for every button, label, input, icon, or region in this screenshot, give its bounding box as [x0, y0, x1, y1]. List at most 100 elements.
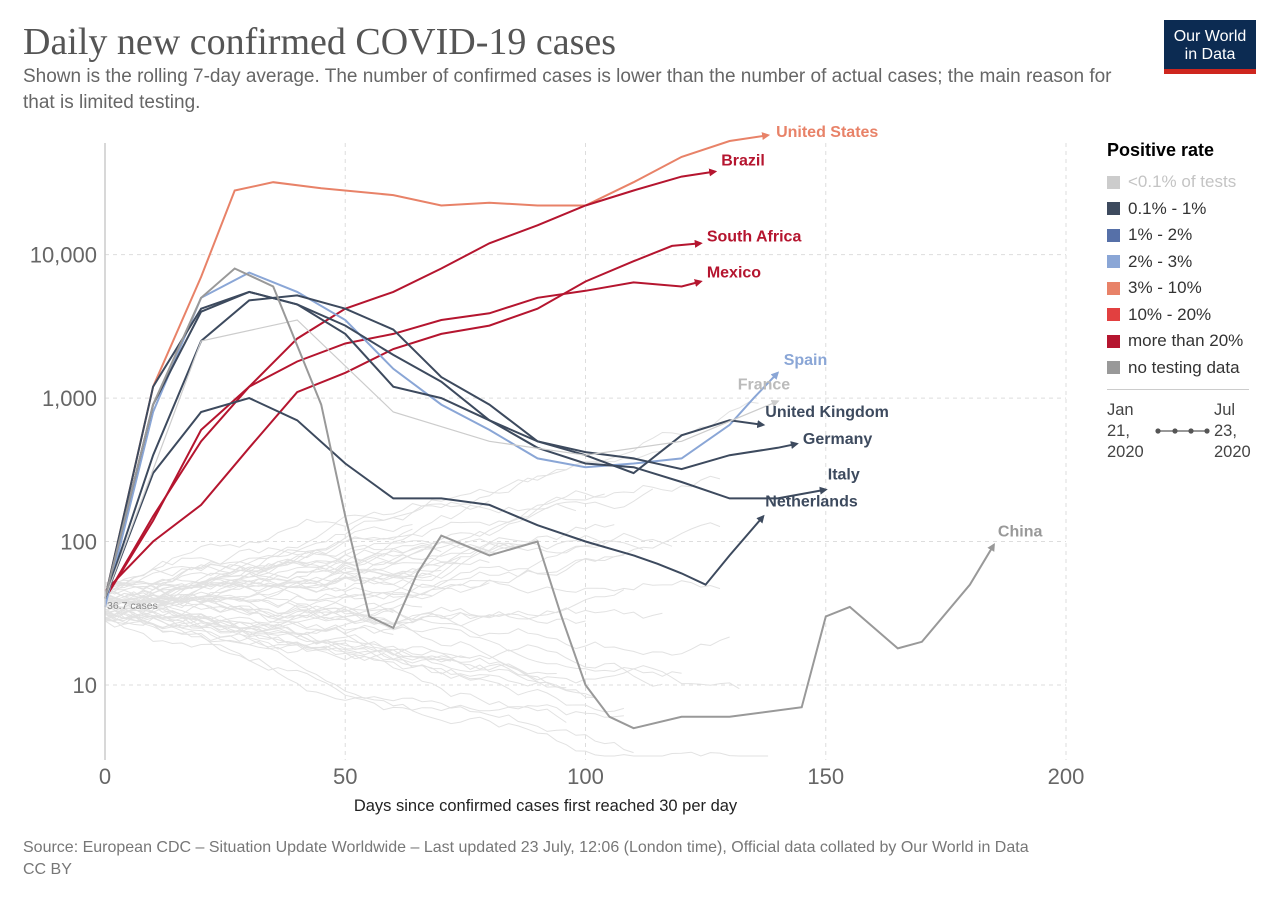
source-note: Source: European CDC – Situation Update … [23, 837, 1029, 881]
x-tick-label: 200 [1048, 764, 1085, 789]
legend-label: 0.1% - 1% [1128, 198, 1207, 218]
background-line [104, 503, 577, 585]
background-line [104, 561, 461, 615]
legend-item[interactable]: 2% - 3% [1107, 249, 1272, 276]
legend-swatch [1107, 255, 1120, 269]
y-tick-label: 10 [73, 673, 97, 698]
owid-logo[interactable]: Our World in Data [1164, 20, 1256, 74]
series-labels: 36.7 cases United States Brazil South Afric… [107, 124, 1042, 612]
series-line-south-africa [104, 239, 703, 592]
time-track-icon[interactable] [1155, 424, 1211, 438]
line-chart[interactable]: 10 100 1,000 10,000 0 50 100 150 200 Days since c… [0, 0, 1100, 835]
legend-swatch [1107, 361, 1120, 375]
page-title: Daily new confirmed COVID-19 cases [23, 21, 617, 63]
legend-divider [1107, 389, 1249, 390]
logo-line-2: in Data [1184, 46, 1236, 63]
legend-label: <0.1% of tests [1128, 172, 1237, 192]
legend-item[interactable]: more than 20% [1107, 328, 1272, 355]
y-tick-label: 10,000 [30, 243, 97, 268]
series-label-spain: Spain [784, 352, 828, 369]
legend-item[interactable]: <0.1% of tests [1107, 169, 1272, 196]
series-line-italy [104, 290, 828, 599]
x-tick-label: 150 [807, 764, 844, 789]
series-label-united-kingdom: United Kingdom [765, 404, 889, 421]
time-end-month: Jul [1214, 401, 1236, 419]
x-tick-label: 50 [333, 764, 357, 789]
time-end-year: 2020 [1214, 443, 1251, 461]
logo-accent-bar [1164, 69, 1256, 74]
background-line [104, 599, 740, 690]
series-label-france: France [738, 376, 791, 393]
legend-label: 1% - 2% [1128, 225, 1193, 245]
background-country-lines [104, 401, 769, 757]
legend-item[interactable]: 3% - 10% [1107, 275, 1272, 302]
series-label-netherlands: Netherlands [765, 493, 858, 510]
time-start-month: Jan [1107, 401, 1134, 419]
legend-swatch [1107, 308, 1120, 322]
y-tick-label: 100 [60, 530, 97, 555]
x-axis-title: Days since confirmed cases first reached… [354, 797, 738, 815]
background-line [104, 599, 596, 698]
legend-item[interactable]: 0.1% - 1% [1107, 196, 1272, 223]
background-line [104, 577, 721, 604]
legend-items: <0.1% of tests 0.1% - 1% 1% - 2% 2% - 3% 3% … [1107, 169, 1272, 381]
legend-label: more than 20% [1128, 331, 1244, 351]
background-line [104, 401, 759, 598]
legend-label: 2% - 3% [1128, 251, 1193, 271]
time-end-label: Jul 23, 2020 [1214, 400, 1251, 463]
series-label-germany: Germany [803, 431, 872, 448]
series-line-spain [104, 271, 780, 608]
x-tick-label: 100 [567, 764, 604, 789]
legend-label: 3% - 10% [1128, 278, 1202, 298]
series-label-united-states: United States [776, 124, 878, 141]
series-label-china: China [998, 524, 1043, 541]
legend-swatch [1107, 281, 1120, 295]
legend-item[interactable]: no testing data [1107, 355, 1272, 382]
legend-swatch [1107, 334, 1120, 348]
start-annotation: 36.7 cases [107, 600, 158, 612]
series-line-france [104, 319, 780, 599]
time-end-day: 23, [1214, 422, 1237, 440]
license-line[interactable]: CC BY [23, 861, 72, 878]
background-line [104, 493, 605, 609]
axes: 10 100 1,000 10,000 0 50 100 150 200 Days since c… [30, 143, 1085, 815]
series-label-mexico: Mexico [707, 264, 761, 281]
legend-swatch [1107, 202, 1120, 216]
background-line [104, 599, 538, 683]
series-line-united-states [104, 132, 771, 599]
time-range-control[interactable]: Jan 21, 2020 Jul 23, 2020 [1107, 400, 1272, 464]
background-line [104, 614, 769, 757]
background-line [104, 597, 634, 754]
legend-swatch [1107, 228, 1120, 242]
grid-lines [105, 143, 1067, 760]
background-line [104, 538, 538, 601]
legend-label: no testing data [1128, 357, 1240, 377]
time-start-label: Jan 21, 2020 [1107, 400, 1144, 463]
legend-item[interactable]: 10% - 20% [1107, 302, 1272, 329]
series-line-germany [104, 290, 799, 599]
background-line [104, 544, 442, 592]
series-lines [104, 132, 995, 730]
background-line [104, 488, 654, 594]
background-line [104, 605, 567, 723]
legend-title: Positive rate [1107, 140, 1215, 160]
legend-item[interactable]: 1% - 2% [1107, 222, 1272, 249]
background-line [104, 582, 423, 616]
background-line [104, 620, 567, 689]
background-line [104, 609, 596, 699]
series-line-mexico [104, 279, 703, 600]
series-label-brazil: Brazil [721, 152, 765, 169]
source-line[interactable]: Source: European CDC – Situation Update … [23, 839, 1029, 856]
background-line [104, 579, 663, 625]
time-start-year: 2020 [1107, 443, 1144, 461]
time-start-day: 21, [1107, 422, 1130, 440]
series-line-united-kingdom [104, 294, 766, 599]
chart-subtitle: Shown is the rolling 7-day average. The … [23, 66, 1112, 113]
background-line [104, 612, 625, 713]
series-label-south-africa: South Africa [707, 228, 802, 245]
background-line [104, 617, 624, 718]
series-label-italy: Italy [828, 467, 860, 484]
background-line [104, 475, 721, 616]
logo-line-1: Our World [1173, 28, 1247, 45]
background-line [104, 594, 423, 622]
